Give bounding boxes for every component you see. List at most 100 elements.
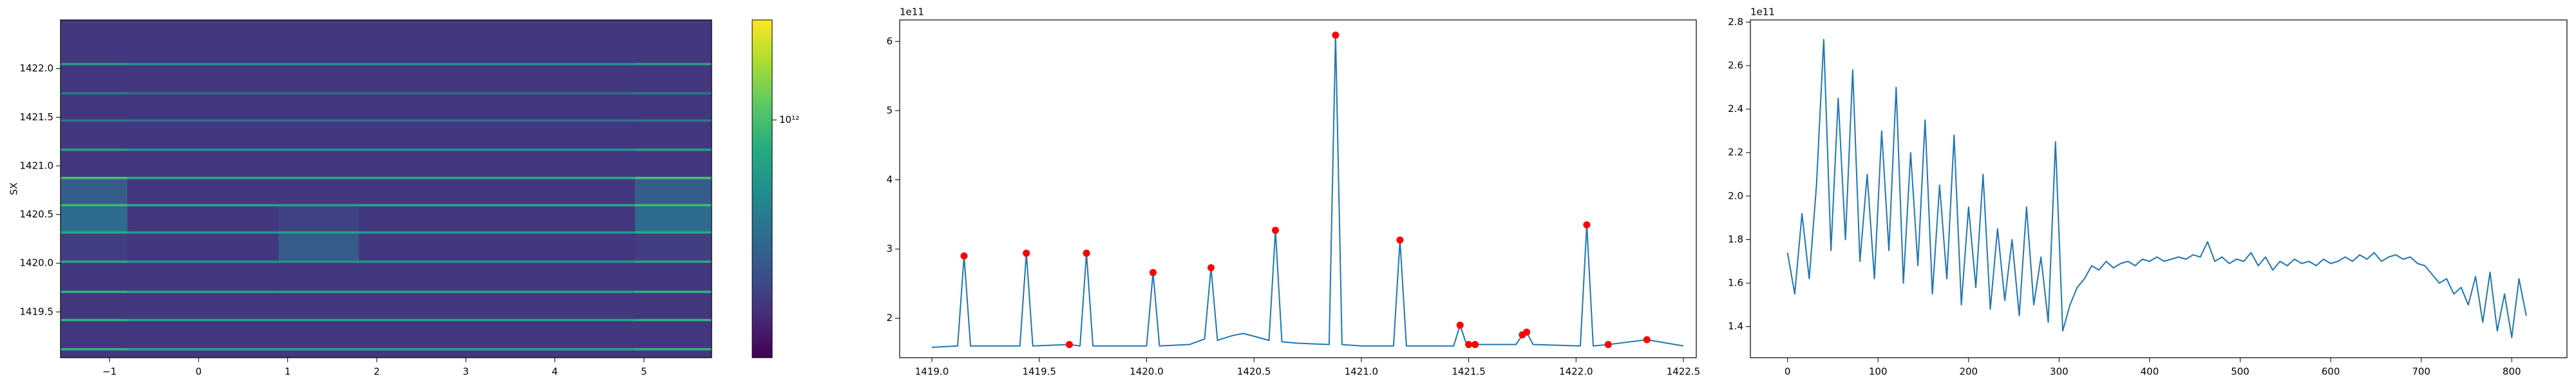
heatmap-cell [278,64,359,93]
heatmap-cell [278,151,359,177]
peak-marker [960,252,968,260]
axes-frame [60,19,712,358]
heatmap-cell [359,148,636,151]
x-tick-label: 1420.5 [1237,366,1271,378]
heatmap-cell [61,350,128,358]
heatmap-cell [278,290,359,293]
panel: 10¹² −1 0 1 2 3 4 5 1419.5 1420.0 1420.5 1421.0 1421… [8,19,799,378]
heatmap-cell [61,148,128,151]
y-tick-label: 2.2 [1728,147,1743,158]
peak-marker [1456,321,1464,329]
x-tick-label: 1422.0 [1559,366,1593,378]
heatmap-cell [127,119,279,122]
peak-marker [1065,341,1073,349]
heatmap-cell [635,148,712,151]
heatmap-cell [61,20,128,63]
heatmap-cell [127,91,279,95]
y-tick-label: 1419.5 [20,306,54,317]
y-tick-label: 1422.0 [20,62,54,74]
heatmap-cell [61,320,128,349]
heatmap-cell [359,260,636,263]
heatmap-cell [359,94,636,120]
heatmap-cell [278,260,359,263]
heatmap-cell [127,62,279,66]
heatmap-cell [359,347,636,351]
x-tick-label: 1 [285,366,291,378]
heatmap-cell [359,318,636,322]
heatmap-cell [278,148,359,151]
heatmap-cell [61,292,128,319]
axes-frame [899,19,1697,358]
x-tick-label: 1421.0 [1345,366,1379,378]
axis-offset: 1e11 [1750,6,1775,18]
heatmap-cell [359,151,636,177]
heatmap-cell [635,203,712,207]
heatmap-cell [127,320,279,349]
axis-offset: 1e11 [900,6,924,18]
heatmap-cell [278,233,359,261]
heatmap-cell [278,318,359,322]
colorbar-tick-label: 10¹² [779,114,799,125]
y-tick-label: 3 [886,243,893,255]
x-tick-label: 300 [2050,366,2069,378]
y-tick-label: 6 [886,35,893,47]
heatmap-cell [635,262,712,291]
heatmap-cell [635,320,712,349]
axes-frame [1750,19,2568,358]
heatmap-cell [127,176,279,179]
heatmap-cell [635,233,712,261]
heatmap-cell [359,203,636,207]
heatmap-cell [635,119,712,122]
heatmap-cell [127,347,279,351]
heatmap-cell [635,64,712,93]
peak-marker [1083,250,1090,257]
heatmap-cell [61,260,128,263]
peak-marker [1604,341,1612,349]
heatmap-cell [278,262,359,291]
heatmap-cell [278,119,359,122]
heatmap-cell [61,121,128,149]
heatmap-cell [635,347,712,351]
heatmap-cell [359,290,636,293]
y-tick-label: 2.8 [1728,16,1743,28]
heatmap-cell [359,64,636,93]
heatmap-cell [278,91,359,95]
heatmap-cell [61,262,128,291]
x-tick-label: 200 [1959,366,1978,378]
heatmap-cell [278,20,359,63]
heatmap-cell [61,290,128,293]
heatmap-cell [359,91,636,95]
peak-marker [1023,250,1030,257]
heatmap-cell [61,62,128,66]
heatmap-cell [278,176,359,179]
peak-marker [1643,336,1651,344]
heatmap-cell [635,350,712,358]
panel: 1419.0 1419.5 1420.0 1420.5 1421.0 1421.5 1422… [886,6,1700,378]
heatmap-cell [635,94,712,120]
y-tick-label: 1.6 [1728,277,1743,289]
heatmap-cell [635,62,712,66]
x-tick-label: 700 [2412,366,2430,378]
heatmap-cell [127,121,279,149]
heatmap-cell [635,178,712,205]
x-tick-label: 500 [2231,366,2249,378]
heatmap-cell [278,347,359,351]
heatmap-cell [635,121,712,149]
x-tick-label: 1422.5 [1667,366,1701,378]
heatmap-cell [127,64,279,93]
heatmap-cell [61,94,128,120]
heatmap-cell [127,262,279,291]
heatmap-cell [127,233,279,261]
x-tick-label: 1421.5 [1452,366,1486,378]
heatmap-cell [359,233,636,261]
x-tick-label: 5 [641,366,647,378]
heatmap-cell [61,231,128,234]
x-tick-label: 4 [552,366,558,378]
heatmap-cell [127,206,279,232]
heatmap-cell [278,292,359,319]
heatmap-cell [127,231,279,234]
heatmap-cell [278,121,359,149]
y-tick-label: 2.4 [1728,103,1743,115]
y-tick-label: 1.4 [1728,320,1743,332]
